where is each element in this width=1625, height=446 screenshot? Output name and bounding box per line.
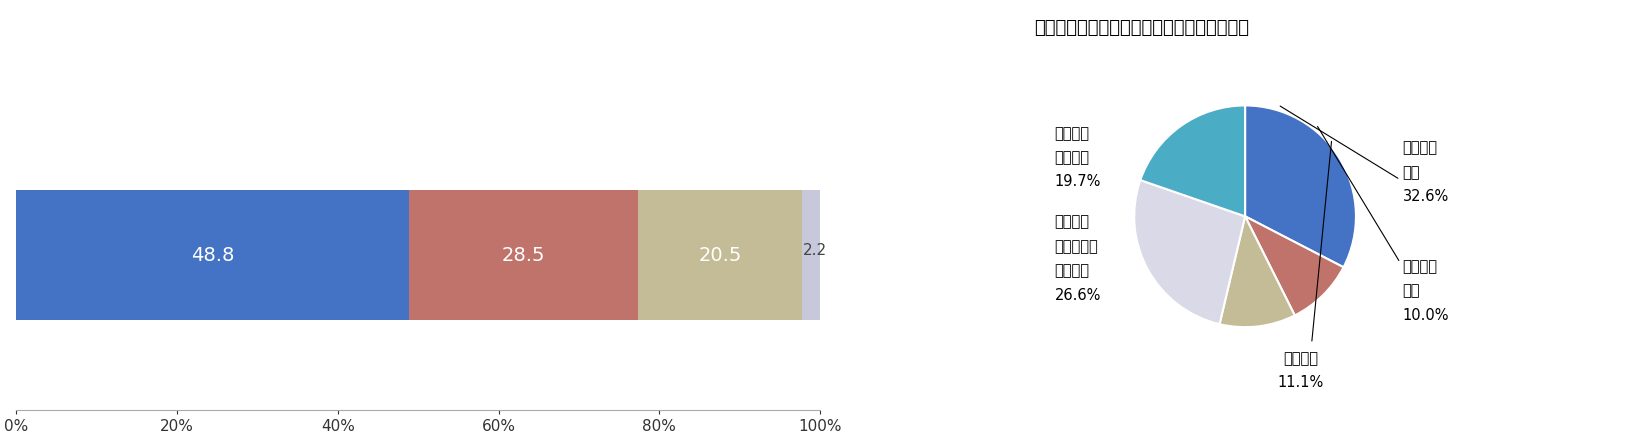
Text: 親や子な: 親や子な [1055,126,1089,140]
Wedge shape [1245,105,1355,267]
Text: 19.7%: 19.7% [1055,174,1100,190]
Text: 28.5: 28.5 [502,246,544,264]
Text: 図表４　住み替え先に希望する持ち家の種類: 図表４ 住み替え先に希望する持ち家の種類 [1035,19,1250,37]
Wedge shape [1134,180,1245,324]
Bar [16,190,408,320]
Text: 住宅: 住宅 [1402,165,1420,180]
Bar [803,190,821,320]
Text: 古かはこだ: 古かはこだ [1055,239,1098,254]
Text: 新築注文: 新築注文 [1402,140,1438,155]
Text: 11.1%: 11.1% [1277,376,1324,390]
Text: 2.2: 2.2 [803,243,827,258]
Text: 32.6%: 32.6% [1402,189,1450,204]
Text: 26.6%: 26.6% [1055,288,1100,302]
Text: 10.0%: 10.0% [1402,308,1450,323]
Bar [637,190,803,320]
Text: わらない: わらない [1055,263,1089,278]
Text: 20.5: 20.5 [699,246,741,264]
Bar [408,190,637,320]
Wedge shape [1141,105,1245,216]
Text: 48.8: 48.8 [190,246,234,264]
Text: 新築分譲: 新築分譲 [1402,259,1438,274]
Text: 住宅: 住宅 [1402,283,1420,298]
Text: 新築か中: 新築か中 [1055,215,1089,229]
Text: 中古住宅: 中古住宅 [1284,351,1318,366]
Wedge shape [1245,216,1344,315]
Text: どの住宅: どの住宅 [1055,150,1089,165]
Wedge shape [1219,216,1295,327]
